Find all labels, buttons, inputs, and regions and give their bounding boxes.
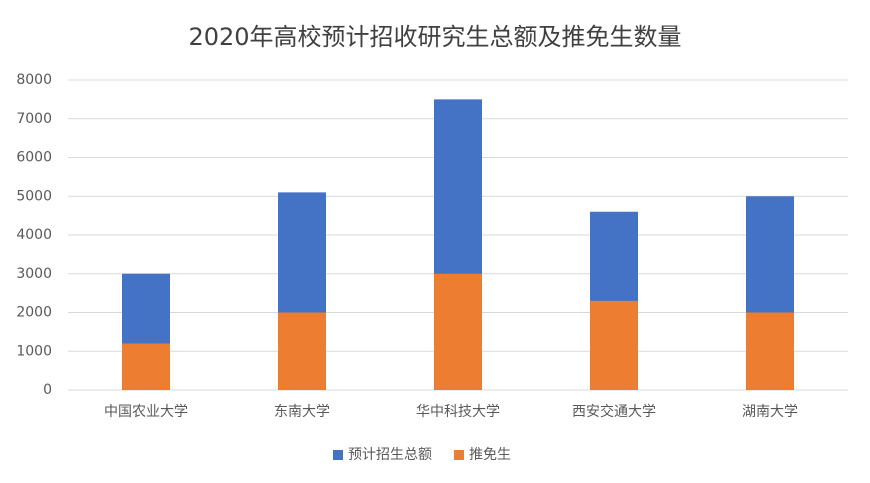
legend-swatch	[333, 450, 343, 460]
bar	[434, 273, 482, 390]
y-tick-label: 0	[43, 382, 52, 398]
x-tick-label: 华中科技大学	[416, 404, 500, 420]
x-tick-label: 东南大学	[274, 404, 330, 420]
legend-swatch	[454, 450, 464, 460]
bar	[590, 300, 638, 390]
chart-title: 2020年高校预计招收研究生总额及推免生数量	[188, 23, 681, 51]
bar	[278, 312, 326, 390]
y-tick-label: 4000	[16, 227, 52, 243]
y-tick-label: 2000	[16, 305, 52, 321]
x-tick-label: 西安交通大学	[572, 403, 656, 420]
x-tick-label: 湖南大学	[742, 404, 798, 420]
legend-label: 预计招生总额	[348, 447, 432, 463]
y-tick-label: 3000	[16, 266, 52, 282]
bar	[746, 312, 794, 390]
y-tick-label: 6000	[16, 150, 52, 166]
bar	[122, 343, 170, 390]
x-tick-label: 中国农业大学	[104, 404, 188, 420]
y-tick-label: 8000	[16, 72, 52, 88]
y-tick-label: 5000	[16, 188, 52, 204]
legend-label: 推免生	[469, 447, 511, 463]
y-tick-label: 7000	[16, 111, 52, 127]
y-tick-label: 1000	[16, 343, 52, 359]
